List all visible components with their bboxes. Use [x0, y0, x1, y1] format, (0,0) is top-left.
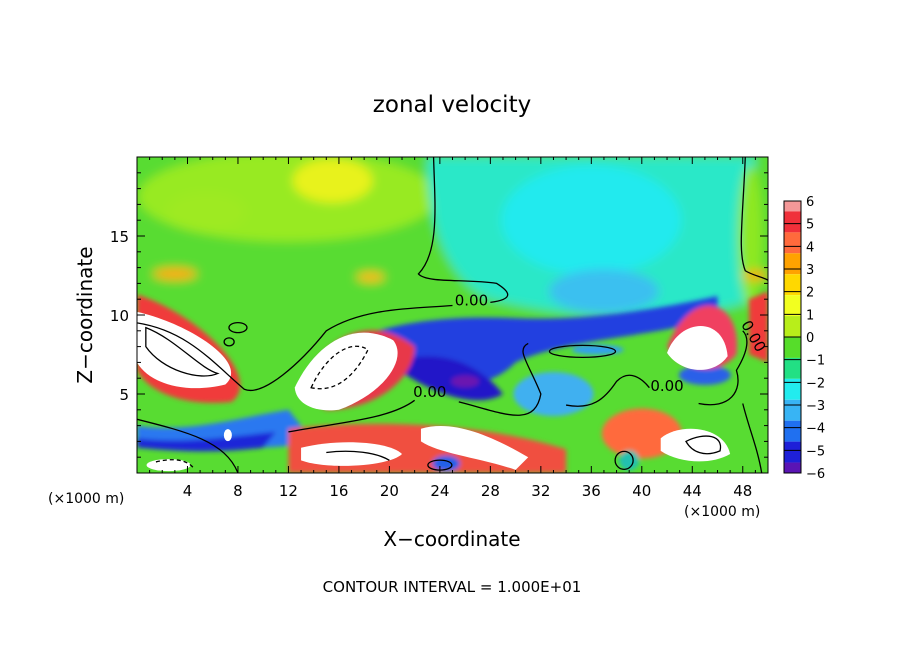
colorbar-label: 2: [806, 286, 814, 301]
x-tick-label: 48: [733, 482, 752, 500]
colorbar-label: 6: [806, 195, 814, 210]
colorbar: 6 5 4 3 2 1 0 −1 −2 −3 −4 −5 −6: [783, 195, 825, 482]
x-tick-label: 12: [279, 482, 298, 500]
contour-lines: 0.000.00 0.000.00: [137, 157, 768, 473]
colorbar-swatch: [784, 420, 801, 442]
x-tick-label: 24: [430, 482, 449, 500]
colorbar-swatch: [784, 253, 801, 275]
contour-interval-note: CONTOUR INTERVAL = 1.000E+01: [323, 578, 582, 596]
x-tick-label: 44: [683, 482, 702, 500]
colorbar-swatch: [784, 357, 801, 379]
x-units-right: (×1000 m): [684, 504, 760, 520]
colorbar-swatch: [784, 201, 801, 212]
velocity-field: [137, 157, 768, 473]
chart-title: zonal velocity: [373, 92, 531, 118]
colorbar-label: −1: [806, 354, 825, 369]
contour-label: 0.00: [650, 377, 683, 395]
colorbar-swatch: [784, 274, 801, 296]
x-units-left: (×1000 m): [48, 491, 124, 507]
colorbar-swatch: [784, 232, 801, 254]
colorbar-label: 3: [806, 263, 814, 278]
x-tick-label: 4: [183, 482, 193, 500]
colorbar-label: 0: [806, 331, 814, 346]
x-axis-label: X−coordinate: [383, 527, 520, 551]
x-tick-label: 20: [380, 482, 399, 500]
contour-label: 0.00: [413, 383, 446, 401]
colorbar-label: 4: [806, 240, 814, 255]
x-axis-ticks: 4 8 12 16 20 24 28 32 36 40 44 48: [149, 157, 756, 500]
colorbar-swatch: [784, 378, 801, 400]
y-tick-label: 5: [119, 386, 129, 404]
colorbar-label: −4: [806, 422, 825, 437]
colorbar-swatch: [784, 316, 801, 337]
colorbar-label: −5: [806, 444, 825, 459]
colorbar-label: −2: [806, 376, 825, 391]
y-tick-label: 15: [110, 228, 129, 246]
colorbar-swatch: [784, 211, 801, 233]
colorbar-label: 5: [806, 218, 814, 233]
x-tick-label: 40: [632, 482, 651, 500]
colorbar-swatch: [784, 399, 801, 421]
colorbar-label: 1: [806, 308, 814, 323]
x-tick-label: 16: [329, 482, 348, 500]
x-tick-label: 36: [582, 482, 601, 500]
colorbar-label: −3: [806, 399, 825, 414]
y-axis-ticks: 5 10 15: [110, 172, 768, 458]
colorbar-swatch: [784, 441, 801, 463]
y-axis-label: Z−coordinate: [73, 246, 97, 383]
colorbar-swatch: [784, 337, 801, 358]
x-tick-label: 28: [481, 482, 500, 500]
contour-label: 0.00: [455, 292, 488, 310]
y-tick-label: 10: [110, 307, 129, 325]
x-tick-label: 32: [531, 482, 550, 500]
colorbar-swatch: [784, 295, 801, 317]
x-tick-label: 8: [233, 482, 243, 500]
colorbar-swatch: [784, 462, 801, 473]
colorbar-label: −6: [806, 467, 825, 482]
